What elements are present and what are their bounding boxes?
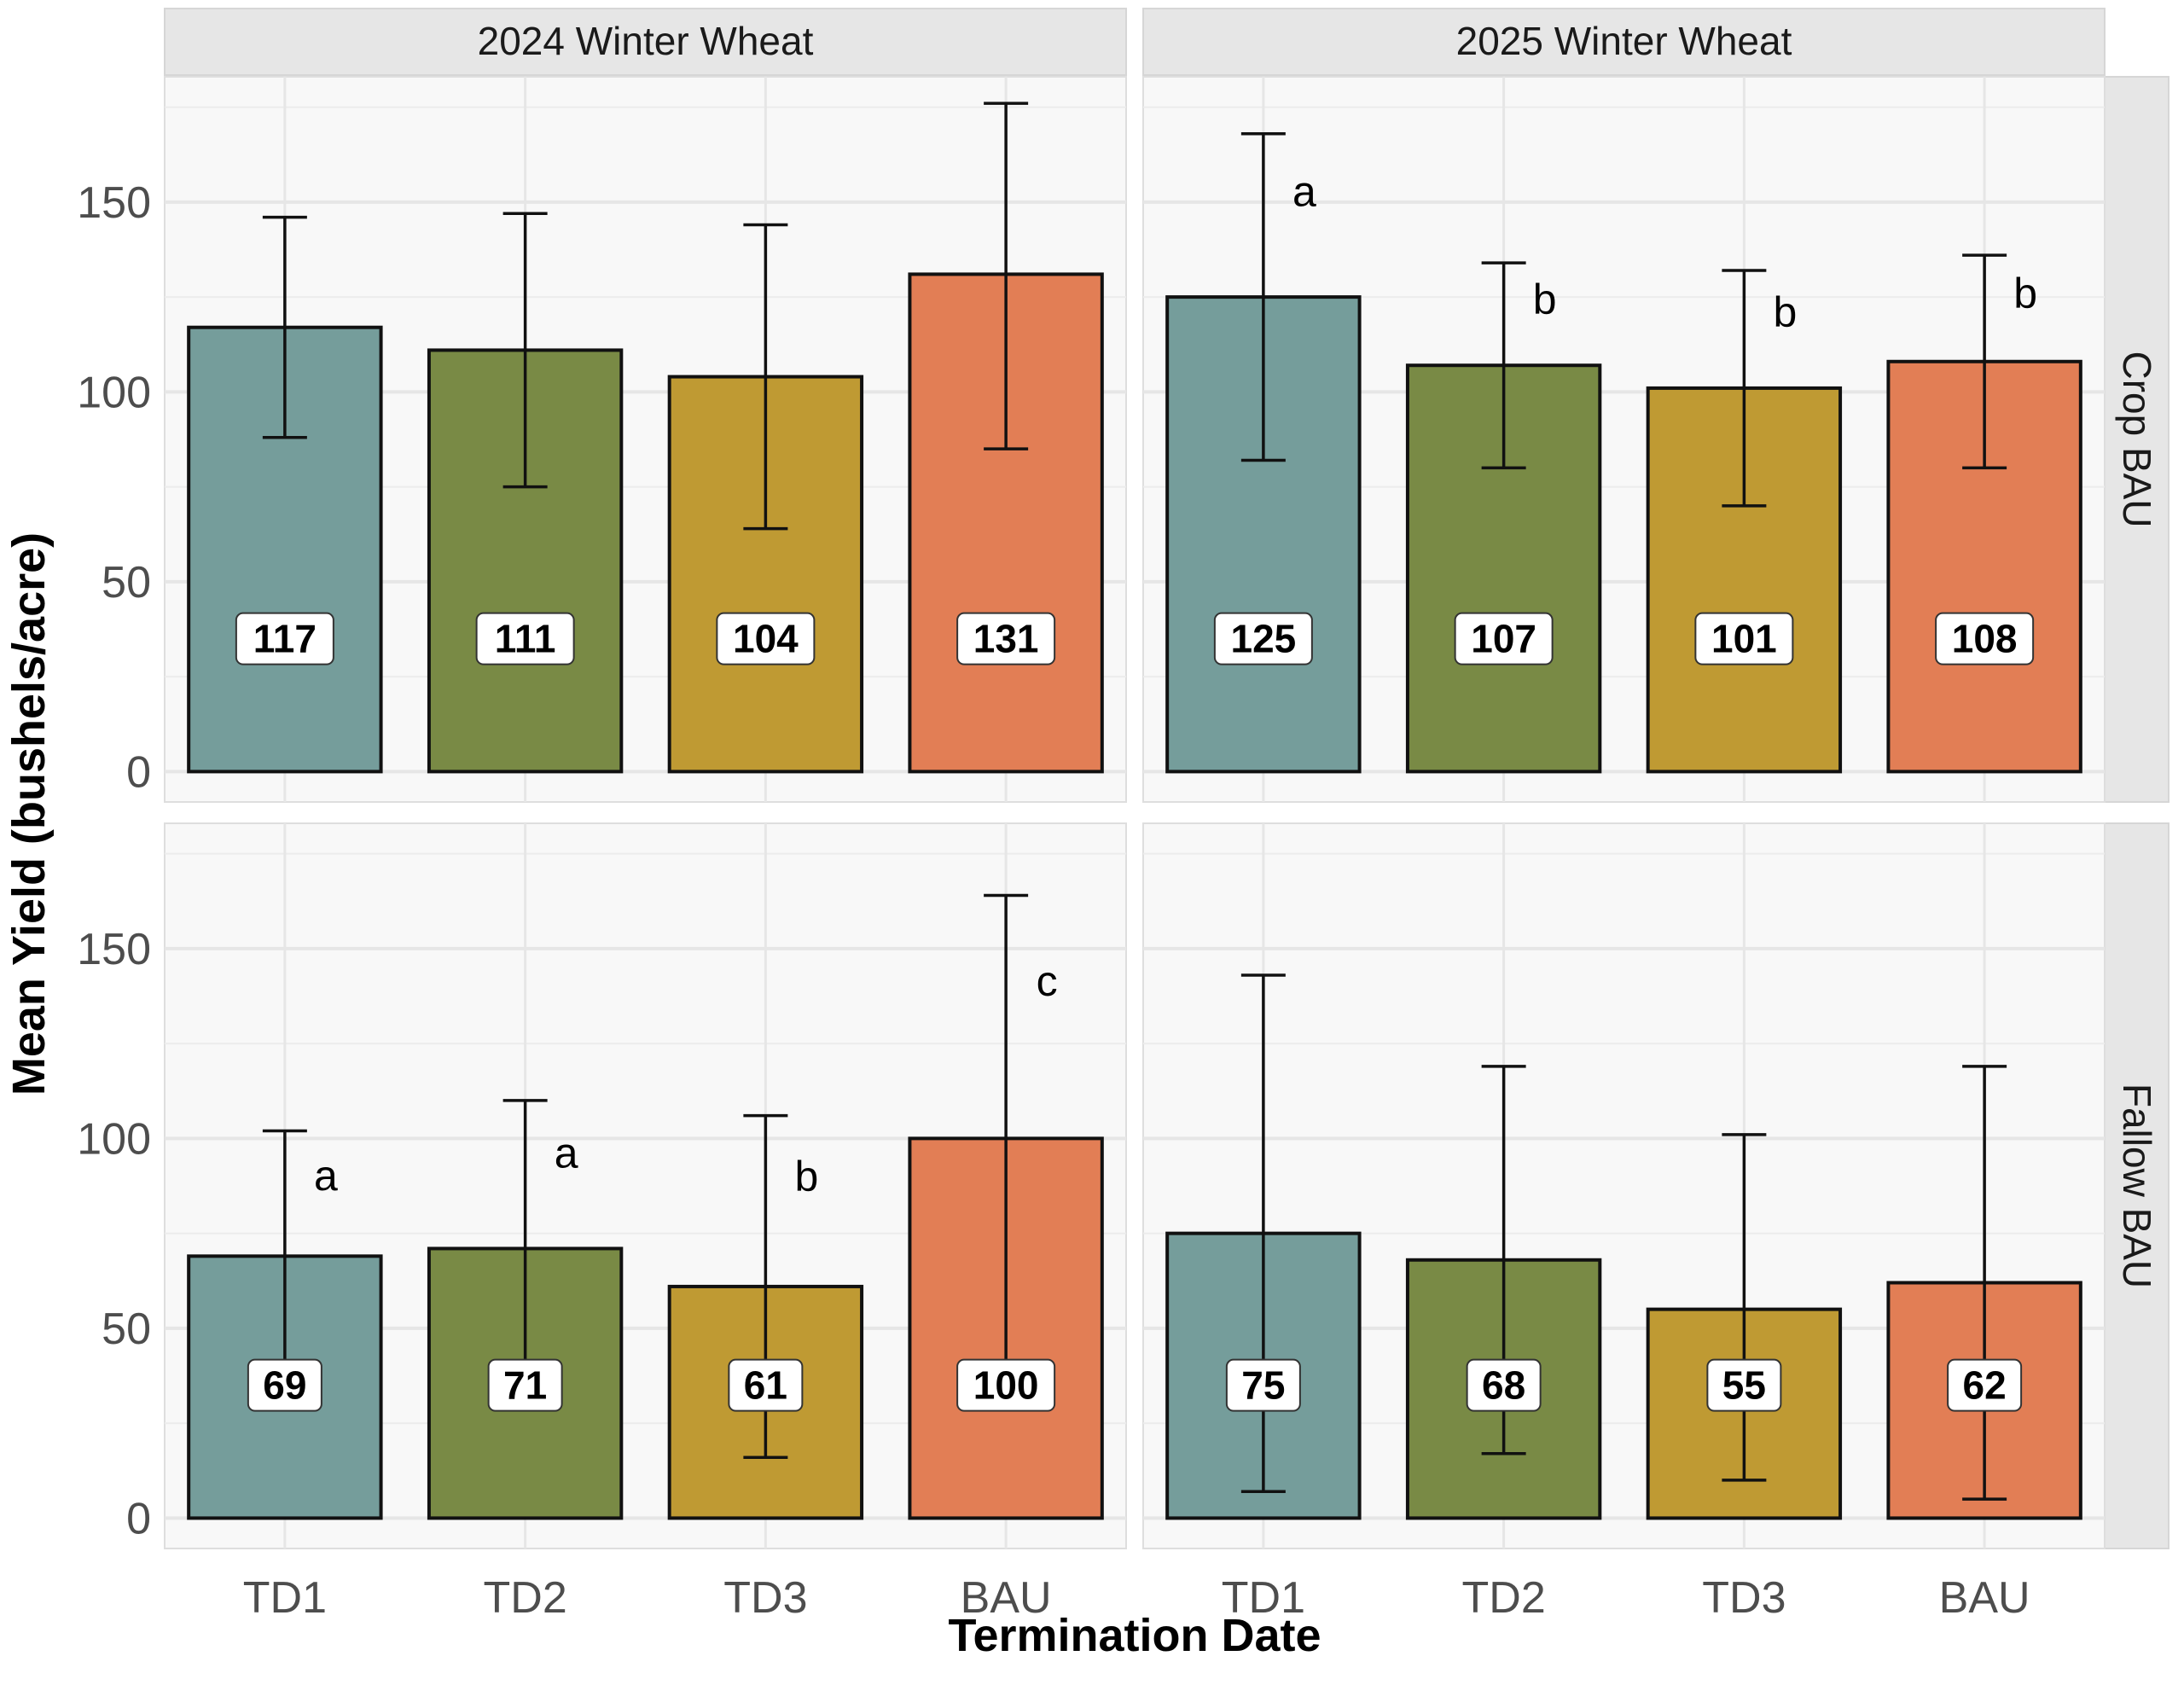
value-label: 61 — [744, 1363, 787, 1408]
y-axis-title: Mean Yield (bushels/acre) — [3, 532, 55, 1095]
value-label: 69 — [263, 1363, 306, 1408]
facet-strip-label: 2025 Winter Wheat — [1456, 19, 1792, 63]
value-label: 131 — [973, 617, 1039, 661]
row-strip-1 — [2104, 822, 2169, 1549]
x-axis-title: Termination Date — [948, 1610, 1321, 1661]
value-label-box — [956, 1358, 1056, 1412]
value-label: 68 — [1482, 1363, 1525, 1408]
significance-letter: c — [1037, 957, 1058, 1005]
value-label: 117 — [253, 617, 317, 661]
value-label-box — [956, 612, 1056, 665]
x-tick-label: BAU — [1939, 1573, 2030, 1623]
significance-letter: a — [1292, 168, 1316, 216]
value-label: 125 — [1231, 617, 1297, 661]
value-label: 71 — [503, 1363, 547, 1408]
value-label: 100 — [973, 1363, 1039, 1408]
y-tick-label: 100 — [77, 1114, 151, 1164]
x-tick-label: BAU — [961, 1573, 1052, 1623]
y-tick-label: 150 — [77, 925, 151, 974]
significance-letter: b — [1773, 288, 1797, 336]
value-label-box — [475, 612, 575, 665]
value-label-box — [487, 1358, 563, 1412]
significance-letter: b — [794, 1153, 818, 1200]
panel-2024-winter-wheat-fallow-bau: 0 50 100 150 TD1 TD2 TD3 BAU 69 a 71 a 61 b 100 c — [77, 822, 1127, 1623]
value-label-box — [1213, 612, 1313, 665]
value-label: 107 — [1471, 617, 1536, 661]
facet-strip-0 — [164, 8, 1127, 76]
value-label: 75 — [1241, 1363, 1285, 1408]
value-label: 108 — [1952, 617, 2018, 661]
value-label-box — [1947, 1358, 2023, 1412]
y-tick-label: 150 — [77, 178, 151, 228]
y-tick-label: 0 — [126, 1494, 151, 1543]
x-tick-label: TD1 — [243, 1573, 327, 1623]
value-label: 62 — [1963, 1363, 2007, 1408]
x-tick-label: TD3 — [1702, 1573, 1786, 1623]
x-tick-label: TD2 — [1462, 1573, 1546, 1623]
value-label-box — [247, 1358, 322, 1412]
facet-strip-label: 2024 Winter Wheat — [478, 19, 814, 63]
x-tick-label: TD1 — [1222, 1573, 1305, 1623]
value-label-box — [235, 612, 334, 665]
row-strip-0 — [2104, 76, 2169, 803]
y-tick-label: 50 — [102, 1304, 151, 1354]
panel-2024-winter-wheat-crop-bau: 0 50 100 150 117 111 104 131 — [77, 76, 1127, 803]
significance-letter: b — [1533, 276, 1557, 323]
value-label-box — [728, 1358, 804, 1412]
facet-strip-1 — [1142, 8, 2106, 76]
panel-2025-winter-wheat-fallow-bau: TD1 TD2 TD3 BAU 75 68 55 62 — [1142, 822, 2106, 1623]
value-label-box — [1454, 612, 1554, 665]
value-label-box — [1225, 1358, 1301, 1412]
row-strip-label: Fallow BAU — [2115, 1084, 2159, 1288]
y-tick-label: 0 — [126, 747, 151, 797]
x-tick-label: TD2 — [484, 1573, 567, 1623]
significance-letter: a — [555, 1130, 578, 1177]
value-label: 104 — [733, 617, 799, 661]
value-label: 111 — [495, 617, 556, 661]
significance-letter: b — [2013, 270, 2037, 317]
value-label: 101 — [1711, 617, 1777, 661]
value-label: 55 — [1722, 1363, 1766, 1408]
value-label-box — [1706, 1358, 1782, 1412]
y-tick-label: 50 — [102, 558, 151, 607]
panel-2025-winter-wheat-crop-bau: 125 a 107 b 101 b 108 b — [1142, 76, 2106, 803]
value-label-box — [1466, 1358, 1542, 1412]
significance-letter: a — [314, 1152, 338, 1200]
x-tick-label: TD3 — [723, 1573, 807, 1623]
row-strip-label: Crop BAU — [2115, 351, 2159, 527]
y-tick-label: 100 — [77, 368, 151, 417]
panels: 2024 Winter Wheat 2025 Winter Wheat Crop B… — [77, 8, 2169, 1623]
value-label-box — [1935, 612, 2035, 665]
value-label-box — [716, 612, 816, 665]
value-label-box — [1694, 612, 1794, 665]
